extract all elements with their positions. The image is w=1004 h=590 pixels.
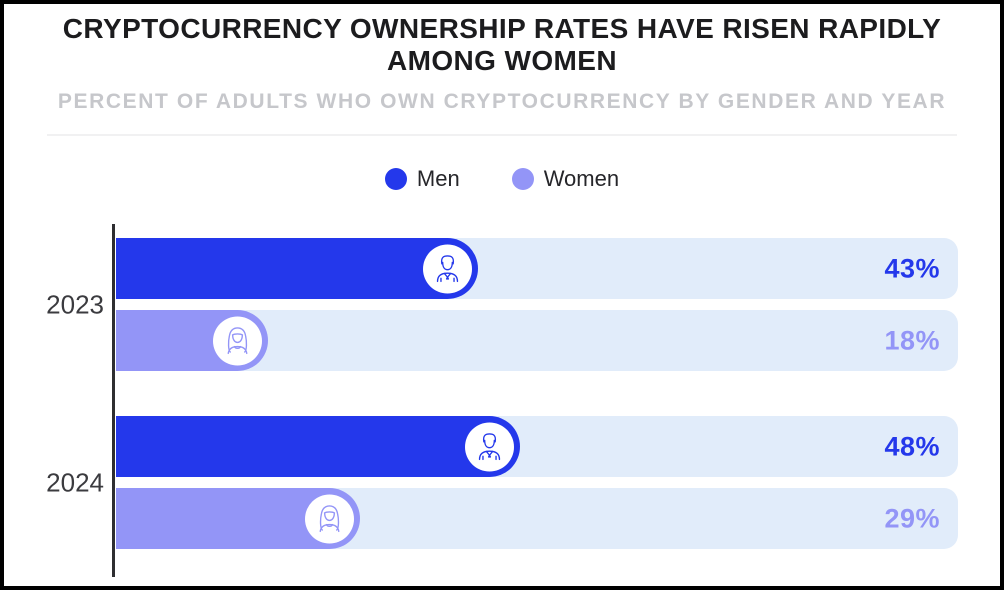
bar-track-2024-women: 29% <box>116 488 958 549</box>
woman-icon-circle <box>213 316 262 365</box>
bar-2024-women <box>116 488 360 549</box>
bar-2023-women <box>116 310 268 371</box>
year-label-2024: 2024 <box>14 467 104 498</box>
man-icon <box>431 252 464 285</box>
value-label-2024-men: 48% <box>884 431 940 462</box>
man-icon-circle <box>465 422 514 471</box>
man-icon <box>473 430 506 463</box>
woman-icon <box>313 502 346 535</box>
bar-track-2023-men: 43% <box>116 238 958 299</box>
bar-2023-men <box>116 238 478 299</box>
bar-2024-men <box>116 416 520 477</box>
man-icon-circle <box>423 244 472 293</box>
woman-icon <box>221 324 254 357</box>
year-label-2023: 2023 <box>14 289 104 320</box>
woman-icon-circle <box>305 494 354 543</box>
bar-track-2023-women: 18% <box>116 310 958 371</box>
value-label-2024-women: 29% <box>884 503 940 534</box>
y-axis-line <box>112 224 115 577</box>
value-label-2023-women: 18% <box>884 325 940 356</box>
chart-area: 43% 18% 2023 48% 29% 2024 <box>0 0 1004 590</box>
bar-track-2024-men: 48% <box>116 416 958 477</box>
value-label-2023-men: 43% <box>884 253 940 284</box>
